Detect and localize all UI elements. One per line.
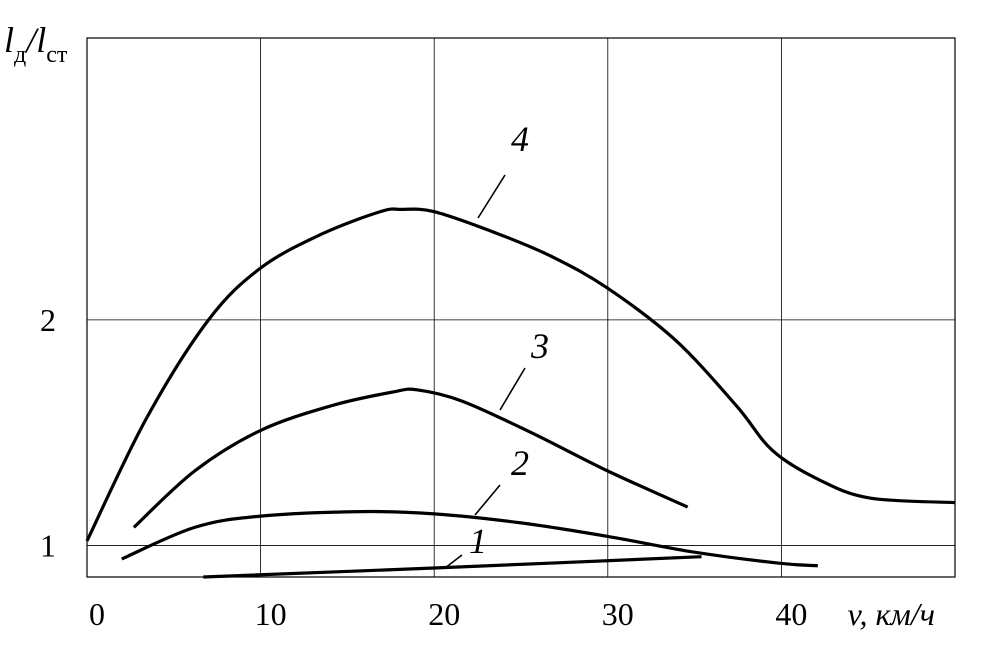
curve-label: 1 xyxy=(469,521,487,561)
y-label-part: д xyxy=(14,42,26,68)
x-axis-label: v, км/ч xyxy=(848,596,935,632)
leader-line xyxy=(477,174,506,219)
y-label-part: l xyxy=(4,20,14,60)
curve-label: 4 xyxy=(511,119,529,159)
leader-line xyxy=(474,484,501,516)
x-tick-label: 20 xyxy=(428,596,460,632)
x-tick-label: 10 xyxy=(255,596,287,632)
y-axis-label: lд/lст xyxy=(4,20,68,68)
curve-label: 3 xyxy=(530,326,549,366)
x-tick-label: 0 xyxy=(89,596,105,632)
curve xyxy=(132,387,689,529)
curve xyxy=(85,207,956,542)
y-tick-label: 2 xyxy=(40,302,56,338)
plot-frame xyxy=(86,37,956,578)
x-tick-label: 30 xyxy=(602,596,634,632)
leader-line xyxy=(444,554,463,569)
y-tick-label: 1 xyxy=(40,527,56,563)
y-label-part: ст xyxy=(46,42,68,68)
curve xyxy=(203,555,702,579)
curve xyxy=(121,509,818,568)
curve-label: 2 xyxy=(511,443,529,483)
x-tick-label: 40 xyxy=(775,596,807,632)
leader-line xyxy=(499,367,526,411)
y-label-part: /l xyxy=(24,20,46,60)
